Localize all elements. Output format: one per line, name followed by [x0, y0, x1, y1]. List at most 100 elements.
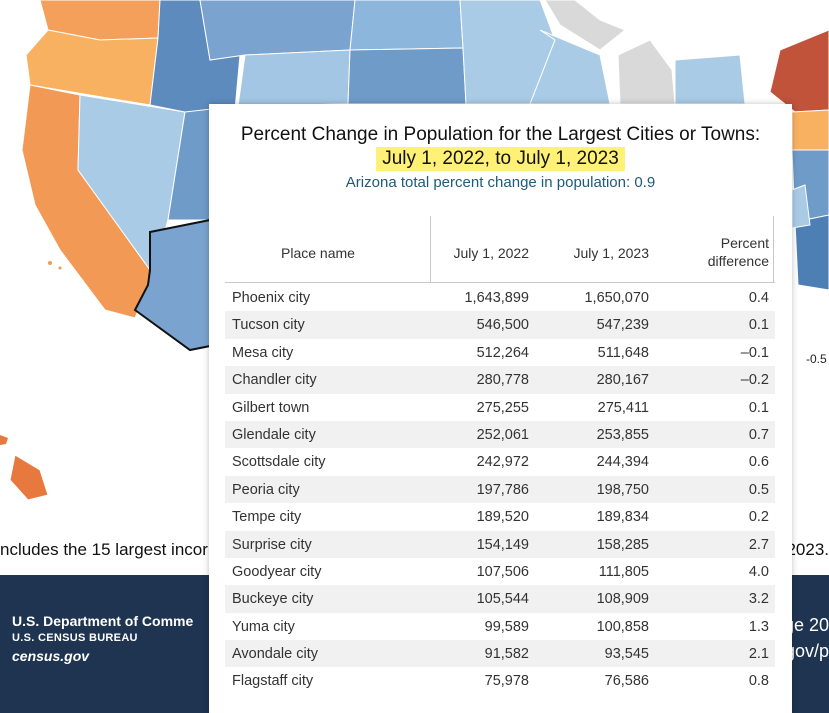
table-row: Tucson city 546,500 547,239 0.1	[225, 311, 775, 339]
cell-place-name: Peoria city	[232, 481, 300, 498]
table-header: Place name July 1, 2022 July 1, 2023 Per…	[225, 216, 775, 282]
map-caption: ncludes the 15 largest incorp 2023.	[0, 540, 829, 566]
map-legend-value: -0.5	[806, 352, 827, 366]
table-row: Surprise city 154,149 158,285 2.7	[225, 530, 775, 558]
cell-percent-difference: 0.5	[748, 481, 769, 498]
cell-place-name: Tucson city	[232, 317, 305, 334]
cell-july-2022: 1,643,899	[464, 290, 529, 306]
cell-july-2022: 512,264	[476, 344, 529, 361]
cell-percent-difference: –0.1	[740, 344, 769, 361]
cell-percent-difference: 0.1	[748, 399, 769, 416]
cell-july-2023: 100,858	[596, 618, 649, 635]
chart-title: Percent Change in Population for the Lar…	[240, 124, 761, 145]
table-row: Glendale city 252,061 253,855 0.7	[225, 420, 775, 449]
cell-july-2023: 244,394	[596, 454, 649, 471]
cell-july-2022: 75,978	[484, 673, 529, 690]
map-state-virginia	[794, 214, 829, 291]
cell-place-name: Flagstaff city	[232, 673, 314, 690]
table-body: Phoenix city 1,643,899 1,650,070 0.4 Tucson …	[225, 284, 775, 695]
cell-july-2023: 511,648	[597, 344, 649, 361]
cell-july-2022: 252,061	[476, 426, 529, 443]
table-row: Peoria city 197,786 198,750 0.5	[225, 475, 775, 504]
cell-july-2023: 253,855	[596, 426, 649, 443]
table-row: Chandler city 280,778 280,167 –0.2	[225, 366, 775, 394]
table-row: Gilbert town 275,255 275,411 0.1	[225, 394, 775, 421]
table-row: Tempe city 189,520 189,834 0.2	[225, 503, 775, 530]
header-percent: Percent	[720, 235, 769, 251]
cell-percent-difference: 2.7	[748, 536, 769, 553]
table-row: Avondale city 91,582 93,545 2.1	[225, 640, 775, 668]
map-state-east-light	[791, 184, 811, 229]
cell-place-name: Goodyear city	[232, 563, 322, 580]
table-row: Yuma city 99,589 100,858 1.3	[225, 613, 775, 640]
cell-july-2022: 105,544	[476, 591, 529, 608]
population-table-card: Percent Change in Population for the Lar…	[209, 104, 792, 713]
cell-place-name: Avondale city	[232, 646, 318, 663]
table-row: Scottsdale city 242,972 244,394 0.6	[225, 448, 775, 475]
chart-note: Arizona total percent change in populati…	[345, 174, 656, 191]
cell-july-2023: 76,586	[604, 673, 649, 690]
cell-place-name: Scottsdale city	[232, 454, 326, 471]
map-state-michigan-upper	[544, 0, 626, 51]
cell-percent-difference: 0.6	[748, 454, 769, 471]
map-state-pennsylvania	[791, 109, 829, 151]
table-row: Flagstaff city 75,978 76,586 0.8	[225, 667, 775, 694]
cell-percent-difference: –0.2	[740, 372, 769, 389]
table-row: Goodyear city 107,506 111,805 4.0	[225, 558, 775, 585]
map-island-small	[0, 435, 8, 445]
cell-july-2022: 91,582	[484, 646, 529, 663]
footer-bureau: U.S. CENSUS BUREAU	[12, 632, 138, 644]
map-state-michigan	[617, 39, 676, 105]
map-state-ohio	[674, 54, 746, 105]
cell-july-2022: 99,589	[484, 618, 529, 635]
cell-place-name: Yuma city	[232, 618, 295, 635]
cell-july-2023: 189,834	[596, 509, 649, 526]
cell-july-2022: 546,500	[476, 317, 529, 334]
cell-july-2023: 158,285	[596, 536, 649, 553]
cell-place-name: Gilbert town	[232, 399, 310, 416]
cell-july-2022: 280,778	[476, 372, 529, 389]
cell-july-2023: 93,545	[604, 646, 649, 663]
cell-july-2022: 275,255	[476, 399, 529, 416]
cell-place-name: Glendale city	[232, 426, 316, 443]
cell-july-2023: 111,805	[598, 563, 649, 580]
cell-july-2022: 242,972	[476, 454, 529, 471]
cell-july-2023: 198,750	[596, 481, 649, 498]
table-row: Buckeye city 105,544 108,909 3.2	[225, 585, 775, 613]
footer-right-line-2: gov/p	[784, 641, 829, 661]
cell-july-2023: 108,909	[596, 591, 649, 608]
cell-percent-difference: 4.0	[748, 563, 769, 580]
footer-department: U.S. Department of Comme	[12, 613, 194, 629]
footer-website: census.gov	[12, 648, 90, 664]
caption-right-text: 2023.	[786, 540, 829, 559]
cell-percent-difference: 0.7	[748, 426, 769, 443]
header-july-2022: July 1, 2022	[453, 245, 530, 261]
cell-percent-difference: 1.3	[748, 618, 769, 635]
chart-subtitle: July 1, 2022, to July 1, 2023	[376, 147, 625, 171]
footer-right-line-1: ge 20	[783, 615, 829, 635]
map-state-north-dakota	[349, 0, 464, 51]
cell-place-name: Surprise city	[232, 536, 312, 553]
cell-percent-difference: 3.2	[748, 591, 769, 608]
header-right-border	[773, 216, 774, 282]
header-difference: difference	[707, 253, 769, 269]
header-place-name: Place name	[281, 245, 355, 261]
map-state-hawaii	[9, 454, 49, 501]
cell-percent-difference: 0.8	[748, 673, 769, 690]
cell-percent-difference: 0.4	[748, 290, 769, 306]
cell-july-2022: 189,520	[476, 509, 529, 526]
cell-place-name: Chandler city	[232, 372, 317, 389]
cell-july-2023: 547,239	[596, 317, 649, 334]
cell-percent-difference: 0.1	[748, 317, 769, 334]
map-state-south-dakota	[347, 47, 467, 105]
cell-place-name: Tempe city	[232, 509, 302, 526]
cell-july-2022: 107,506	[476, 563, 529, 580]
cell-percent-difference: 0.2	[748, 509, 769, 526]
cell-place-name: Phoenix city	[232, 290, 311, 306]
cell-july-2023: 275,411	[597, 399, 649, 416]
caption-left-text: ncludes the 15 largest incorp	[0, 540, 218, 559]
cell-place-name: Buckeye city	[232, 591, 314, 608]
header-july-2023: July 1, 2023	[573, 245, 650, 261]
header-bottom-rule	[225, 282, 775, 283]
header-divider	[430, 216, 431, 282]
